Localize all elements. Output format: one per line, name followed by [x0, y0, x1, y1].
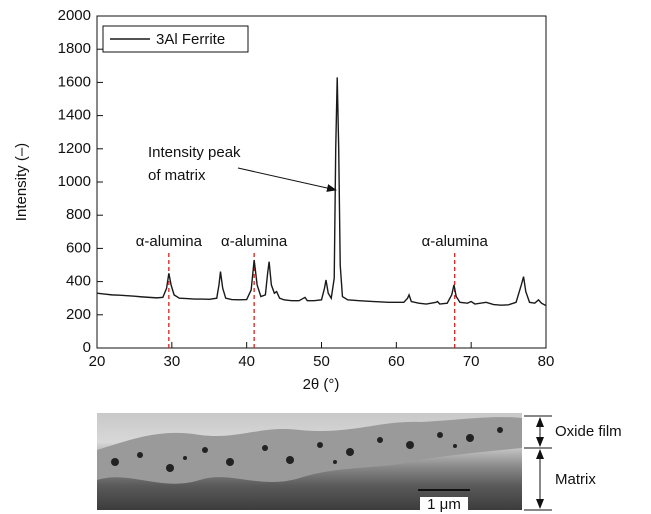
- annotation: of matrix: [148, 167, 206, 184]
- x-tick-label: 70: [463, 353, 480, 370]
- marker-label: α-alumina: [136, 233, 203, 250]
- figure: Intensity (–) 2θ (°) 3Al Ferrite Intensi…: [0, 0, 651, 514]
- annotation-arrow: [238, 168, 336, 190]
- y-tick-label: 1000: [58, 173, 91, 190]
- marker-label: α-alumina: [221, 233, 288, 250]
- matrix-label: Matrix: [555, 471, 596, 488]
- x-tick-label: 50: [313, 353, 330, 370]
- x-tick-label: 80: [538, 353, 555, 370]
- brackets: [524, 416, 552, 510]
- x-tick-label: 40: [238, 353, 255, 370]
- x-tick-label: 60: [388, 353, 405, 370]
- scale-label: 1 μm: [427, 496, 461, 513]
- legend-label: 3Al Ferrite: [156, 31, 225, 48]
- y-axis-label: Intensity (–): [13, 143, 30, 221]
- y-tick-label: 1200: [58, 140, 91, 157]
- oxide-label: Oxide film: [555, 423, 622, 440]
- marker-label: α-alumina: [422, 233, 489, 250]
- x-axis-label: 2θ (°): [303, 376, 340, 393]
- annotation: Intensity peak: [148, 144, 241, 161]
- data-line: [97, 77, 546, 305]
- y-tick-label: 1400: [58, 107, 91, 124]
- y-tick-label: 1800: [58, 40, 91, 57]
- x-tick-label: 30: [163, 353, 180, 370]
- y-tick-label: 400: [66, 273, 91, 290]
- y-tick-label: 2000: [58, 7, 91, 24]
- y-tick-label: 800: [66, 206, 91, 223]
- y-tick-label: 600: [66, 239, 91, 256]
- x-tick-label: 20: [89, 353, 106, 370]
- y-tick-label: 1600: [58, 73, 91, 90]
- micrograph: 1 μm Oxide film Matrix: [97, 413, 622, 513]
- y-tick-label: 200: [66, 306, 91, 323]
